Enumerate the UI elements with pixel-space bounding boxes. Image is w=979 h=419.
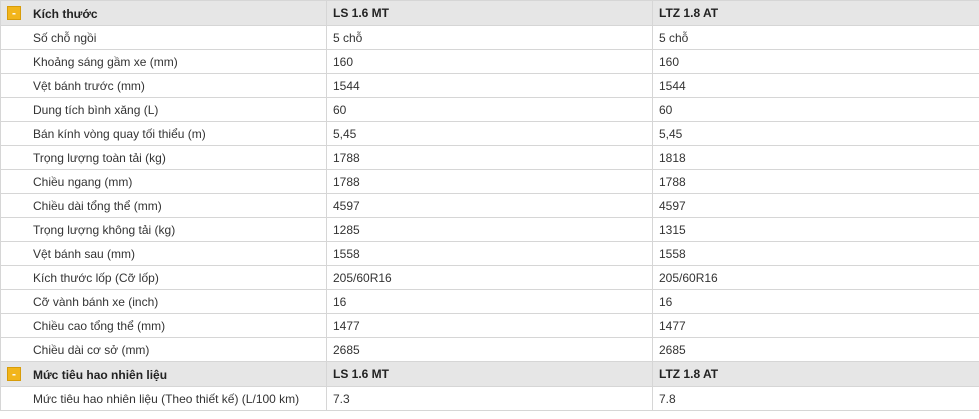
section-header-label-cell[interactable]: - Mức tiêu hao nhiên liệu — [0, 361, 327, 387]
section-header-label-cell[interactable]: - Kích thước — [0, 0, 327, 26]
spec-value-ls: 1788 — [326, 169, 653, 194]
table-row: Cỡ vành bánh xe (inch) 16 16 — [0, 289, 979, 314]
collapse-toggle-icon[interactable]: - — [7, 367, 21, 382]
collapse-toggle-icon[interactable]: - — [7, 6, 21, 21]
column-header-ltz: LTZ 1.8 AT — [652, 361, 979, 387]
spec-value-ltz: 205/60R16 — [652, 265, 979, 290]
spec-value-ltz: 1818 — [652, 145, 979, 170]
spec-value-ls: 4597 — [326, 193, 653, 218]
spec-value-ltz: 16 — [652, 289, 979, 314]
spec-value-ltz: 1558 — [652, 241, 979, 266]
spec-label: Vệt bánh trước (mm) — [0, 73, 327, 98]
spec-value-ls: 1285 — [326, 217, 653, 242]
spec-label: Chiều ngang (mm) — [0, 169, 327, 194]
spec-value-ltz: 5,45 — [652, 121, 979, 146]
spec-value-ls: 1544 — [326, 73, 653, 98]
section-header-fuel-consumption[interactable]: - Mức tiêu hao nhiên liệu LS 1.6 MT LTZ 1… — [0, 361, 979, 387]
spec-value-ls: 160 — [326, 49, 653, 74]
spec-value-ltz: 4597 — [652, 193, 979, 218]
spec-label: Số chỗ ngồi — [0, 25, 327, 50]
spec-label: Chiều cao tổng thể (mm) — [0, 313, 327, 338]
table-row: Chiều cao tổng thể (mm) 1477 1477 — [0, 313, 979, 338]
spec-value-ltz: 160 — [652, 49, 979, 74]
spec-label: Khoảng sáng gầm xe (mm) — [0, 49, 327, 74]
table-row: Chiều ngang (mm) 1788 1788 — [0, 169, 979, 194]
spec-value-ls: 2685 — [326, 337, 653, 362]
table-row: Kích thước lốp (Cỡ lốp) 205/60R16 205/60… — [0, 265, 979, 290]
section-header-dimensions[interactable]: - Kích thước LS 1.6 MT LTZ 1.8 AT — [0, 0, 979, 26]
spec-value-ltz: 1788 — [652, 169, 979, 194]
column-header-ls: LS 1.6 MT — [326, 361, 653, 387]
spec-value-ltz: 7.8 — [652, 386, 979, 411]
table-row: Chiều dài cơ sở (mm) 2685 2685 — [0, 337, 979, 362]
spec-label: Chiều dài tổng thể (mm) — [0, 193, 327, 218]
spec-value-ls: 5,45 — [326, 121, 653, 146]
table-row: Bán kính vòng quay tối thiểu (m) 5,45 5,… — [0, 121, 979, 146]
table-row: Khoảng sáng gầm xe (mm) 160 160 — [0, 49, 979, 74]
spec-value-ltz: 1315 — [652, 217, 979, 242]
spec-label: Trọng lượng toàn tải (kg) — [0, 145, 327, 170]
spec-label: Dung tích bình xăng (L) — [0, 97, 327, 122]
table-row: Chiều dài tổng thể (mm) 4597 4597 — [0, 193, 979, 218]
spec-value-ltz: 5 chỗ — [652, 25, 979, 50]
spec-label: Vệt bánh sau (mm) — [0, 241, 327, 266]
table-row: Số chỗ ngồi 5 chỗ 5 chỗ — [0, 25, 979, 50]
spec-value-ls: 16 — [326, 289, 653, 314]
spec-value-ls: 7.3 — [326, 386, 653, 411]
spec-value-ls: 1558 — [326, 241, 653, 266]
spec-value-ls: 5 chỗ — [326, 25, 653, 50]
table-row: Trọng lượng toàn tải (kg) 1788 1818 — [0, 145, 979, 170]
spec-value-ltz: 60 — [652, 97, 979, 122]
spec-label: Trọng lượng không tải (kg) — [0, 217, 327, 242]
section-title: Kích thước — [33, 6, 98, 21]
spec-label: Cỡ vành bánh xe (inch) — [0, 289, 327, 314]
column-header-ls: LS 1.6 MT — [326, 0, 653, 26]
spec-value-ltz: 1544 — [652, 73, 979, 98]
table-row: Vệt bánh trước (mm) 1544 1544 — [0, 73, 979, 98]
spec-label: Mức tiêu hao nhiên liệu (Theo thiết kế) … — [0, 386, 327, 411]
spec-value-ls: 205/60R16 — [326, 265, 653, 290]
column-header-ltz: LTZ 1.8 AT — [652, 0, 979, 26]
spec-value-ls: 1788 — [326, 145, 653, 170]
spec-value-ltz: 2685 — [652, 337, 979, 362]
spec-label: Chiều dài cơ sở (mm) — [0, 337, 327, 362]
spec-value-ltz: 1477 — [652, 313, 979, 338]
table-row: Dung tích bình xăng (L) 60 60 — [0, 97, 979, 122]
table-row: Vệt bánh sau (mm) 1558 1558 — [0, 241, 979, 266]
table-row: Trọng lượng không tải (kg) 1285 1315 — [0, 217, 979, 242]
section-title: Mức tiêu hao nhiên liệu — [33, 367, 168, 382]
table-row: Mức tiêu hao nhiên liệu (Theo thiết kế) … — [0, 386, 979, 411]
spec-label: Kích thước lốp (Cỡ lốp) — [0, 265, 327, 290]
spec-label: Bán kính vòng quay tối thiểu (m) — [0, 121, 327, 146]
spec-value-ls: 1477 — [326, 313, 653, 338]
spec-value-ls: 60 — [326, 97, 653, 122]
